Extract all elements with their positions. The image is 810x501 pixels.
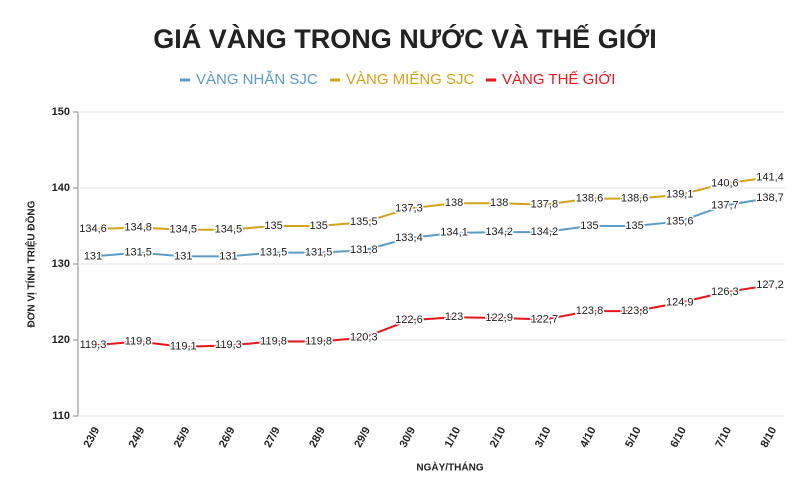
x-tick-label: 1/10 [443, 425, 464, 450]
data-label: 137,8 [531, 199, 559, 211]
data-label: 119,3 [80, 339, 107, 351]
data-label: 135,6 [666, 215, 694, 227]
data-label: 131,5 [305, 247, 333, 259]
series-line [92, 176, 771, 231]
y-tick-label: 150 [52, 106, 70, 118]
data-label: 134,8 [124, 221, 152, 233]
data-label: 127,2 [756, 279, 784, 291]
data-label: 120,3 [350, 332, 378, 344]
y-tick-label: 110 [52, 410, 70, 422]
x-tick-label: 5/10 [623, 425, 644, 450]
data-label: 137,3 [395, 202, 423, 214]
data-label: 131 [84, 250, 102, 262]
legend-label: VÀNG NHẪN SJC [196, 71, 318, 88]
x-tick-label: 28/9 [307, 425, 328, 450]
data-label: 123,8 [621, 305, 649, 317]
data-label: 119,8 [305, 335, 332, 347]
x-tick-label: 24/9 [127, 425, 148, 450]
data-label: 122,9 [485, 312, 513, 324]
data-label: 134,2 [485, 226, 513, 238]
data-label: 131 [219, 250, 237, 262]
data-label: 134,5 [170, 224, 198, 236]
x-tick-label: 29/9 [352, 425, 373, 450]
x-axis-title: NGÀY/THÁNG [416, 461, 483, 474]
x-tick-label: 23/9 [82, 425, 103, 450]
x-tick-label: 6/10 [668, 425, 689, 450]
x-tick-label: 4/10 [578, 425, 599, 450]
data-label: 119,8 [125, 335, 152, 347]
data-label: 139,1 [666, 189, 694, 201]
data-label: 131,5 [260, 247, 288, 259]
x-tick-label: 2/10 [488, 425, 509, 450]
data-label: 138 [490, 197, 508, 209]
data-label: 123,8 [576, 305, 604, 317]
data-label: 138,6 [576, 193, 604, 205]
series-line [92, 284, 771, 348]
data-label: 135 [625, 220, 643, 232]
data-label: 134,6 [79, 223, 107, 235]
data-label: 135,5 [350, 216, 378, 228]
x-tick-label: 26/9 [217, 425, 238, 450]
data-label: 134,5 [215, 224, 243, 236]
data-label: 138,7 [756, 192, 784, 204]
y-axis-title: ĐƠN VỊ TÍNH TRIỆU ĐỒNG [25, 200, 38, 327]
data-label: 138 [445, 197, 463, 209]
data-label: 135 [309, 220, 327, 232]
data-label: 124,9 [666, 297, 694, 309]
x-tick-label: 7/10 [713, 425, 734, 450]
data-label: 135 [264, 220, 282, 232]
data-label: 126,3 [711, 286, 739, 298]
data-label: 119,8 [260, 335, 287, 347]
y-tick-label: 130 [52, 258, 70, 270]
data-label: 122,7 [531, 313, 559, 325]
chart-title: GIÁ VÀNG TRONG NƯỚC VÀ THẾ GIỚI [153, 23, 656, 54]
data-label: 131,8 [350, 244, 378, 256]
data-label: 135 [580, 220, 598, 232]
data-label: 138,6 [621, 193, 649, 205]
data-label: 131 [174, 250, 192, 262]
data-label: 140,6 [711, 177, 739, 189]
legend-label: VÀNG MIẾNG SJC [346, 71, 475, 88]
data-label: 133,4 [395, 232, 423, 244]
x-tick-label: 27/9 [262, 425, 283, 450]
data-label: 122,6 [395, 314, 423, 326]
data-label: 119,3 [215, 339, 242, 351]
data-label: 131,5 [124, 247, 152, 259]
data-label: 134,1 [440, 227, 468, 239]
x-tick-label: 25/9 [172, 425, 193, 450]
data-label: 137,7 [711, 199, 739, 211]
y-tick-label: 120 [52, 334, 70, 346]
y-tick-label: 140 [52, 182, 70, 194]
data-label: 134,2 [531, 226, 559, 238]
data-label: 123 [445, 311, 463, 323]
series-line [92, 196, 771, 258]
data-label: 141,4 [756, 171, 784, 183]
legend-label: VÀNG THẾ GIỚI [502, 71, 615, 88]
x-tick-label: 3/10 [533, 425, 554, 450]
x-tick-label: 30/9 [397, 425, 418, 450]
data-label: 119,1 [170, 341, 197, 353]
x-tick-label: 8/10 [759, 425, 780, 450]
